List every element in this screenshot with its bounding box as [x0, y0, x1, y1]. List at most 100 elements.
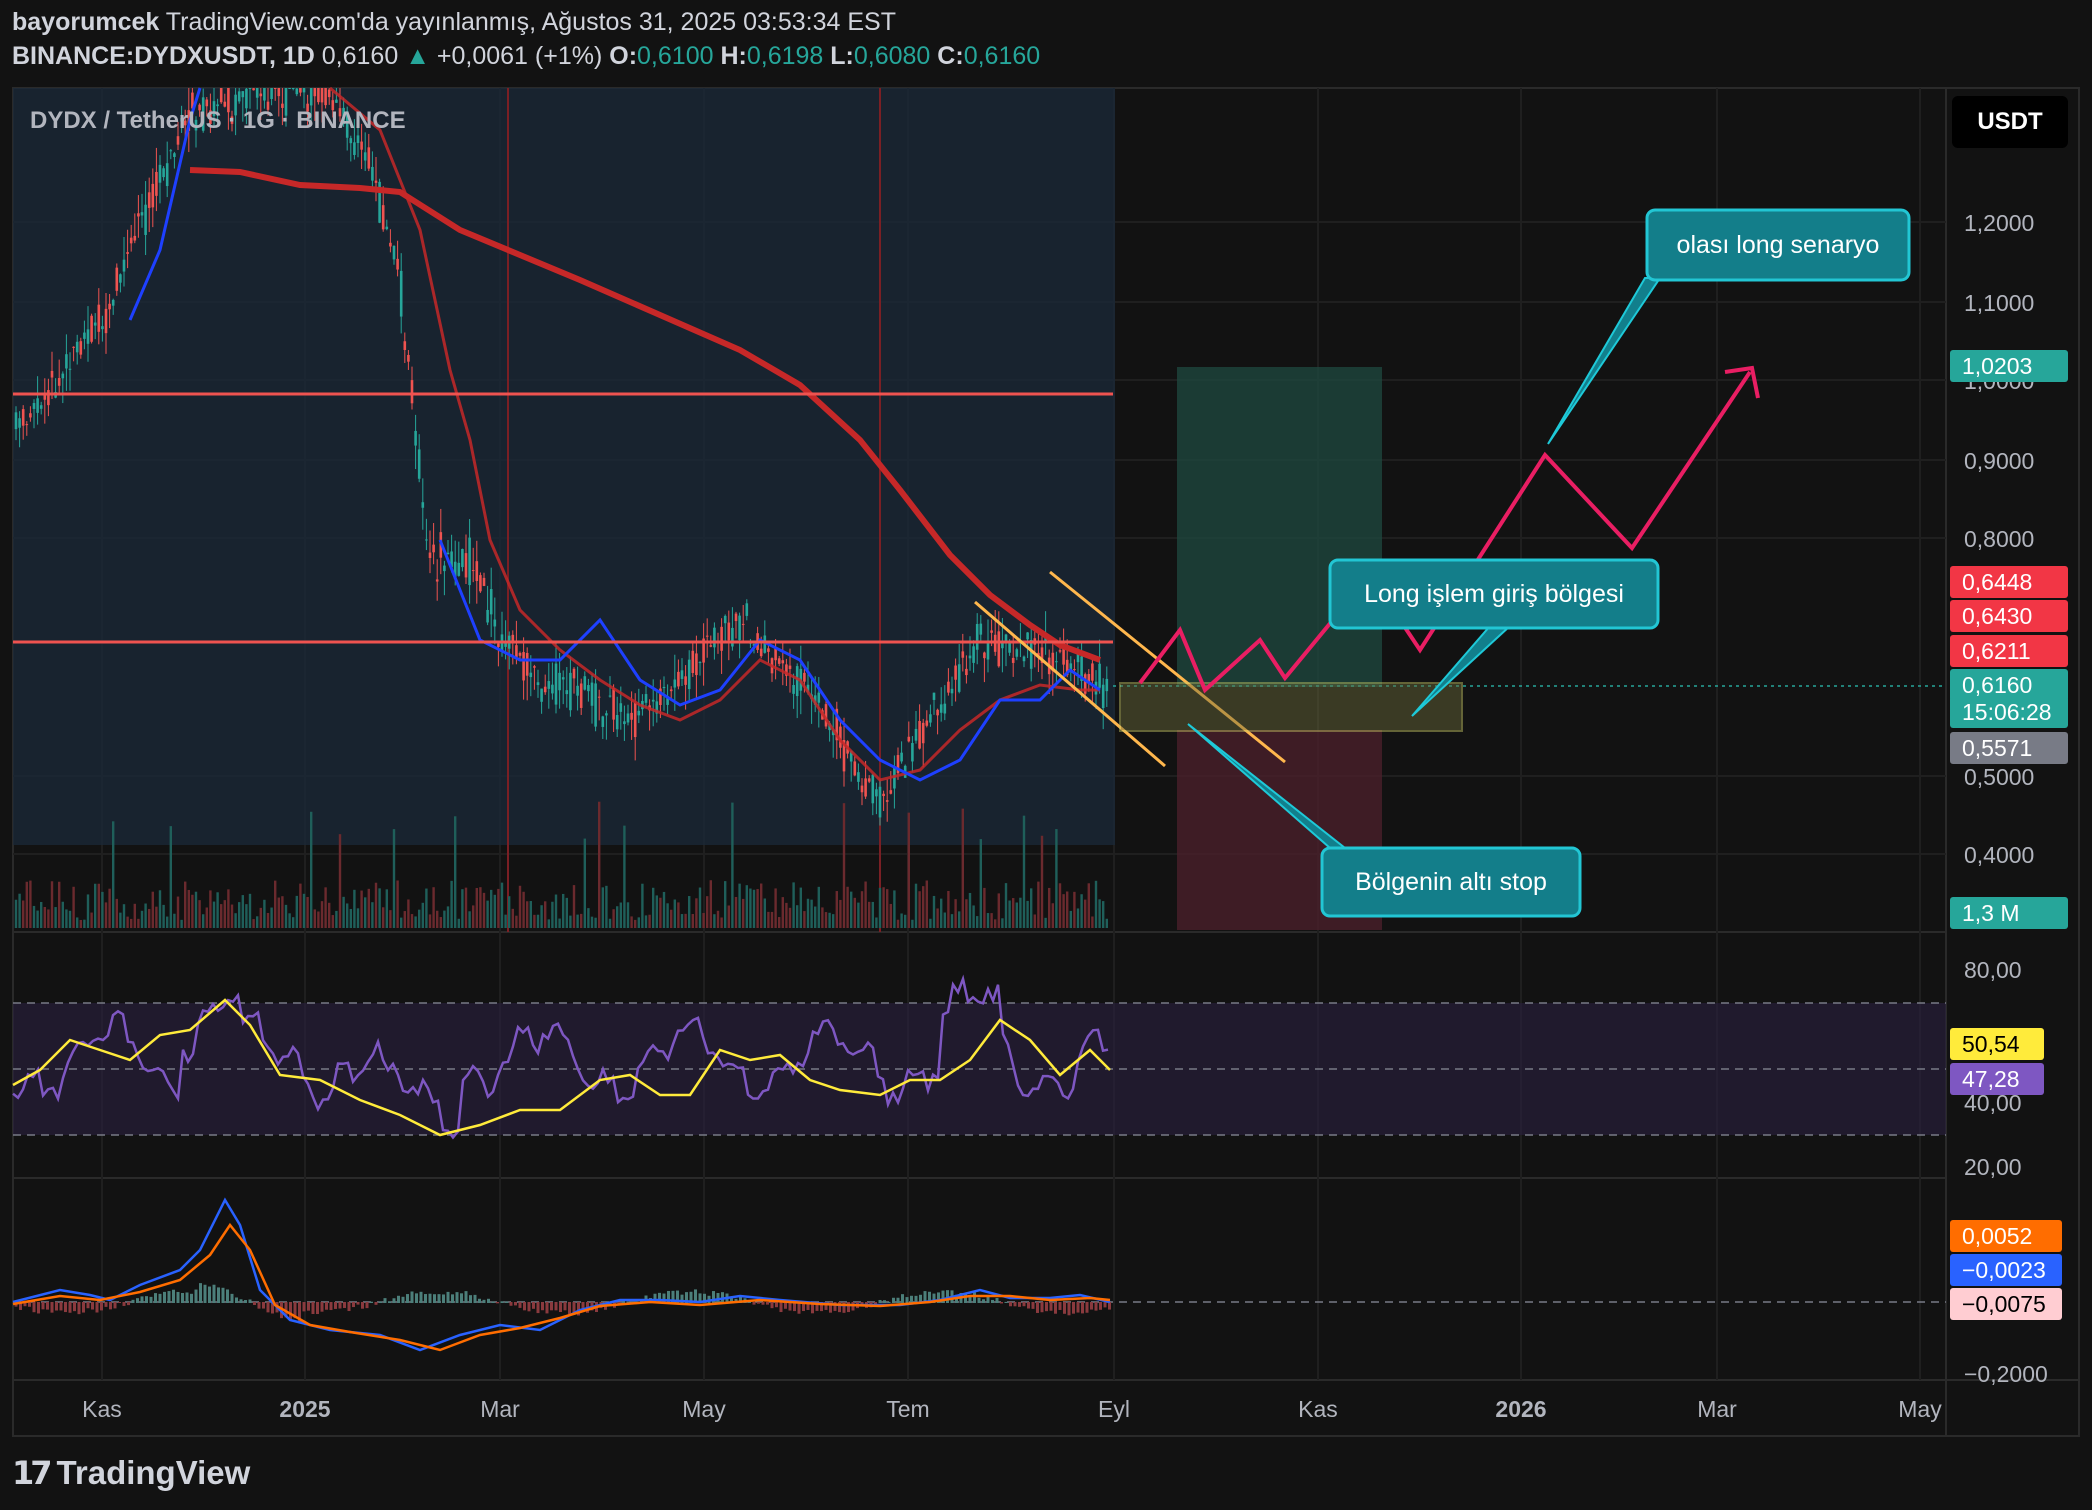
volume-bar: [274, 880, 277, 928]
tradingview-logo[interactable]: 𝟭𝟳 TradingView: [12, 1454, 250, 1492]
candle-body: [281, 103, 284, 108]
volume-bar: [194, 891, 198, 928]
volume-bar: [270, 907, 273, 928]
macd-hist-bar: [563, 1302, 567, 1311]
volume-bar: [140, 910, 144, 928]
candle-body: [817, 692, 821, 703]
candle-body: [979, 623, 983, 635]
volume-bar: [529, 901, 532, 928]
candle-body: [504, 641, 507, 647]
macd-hist-bar: [487, 1298, 490, 1303]
legend-title[interactable]: DYDX / TetherUS · 1G · BINANCE: [30, 107, 406, 134]
candle-body: [29, 413, 32, 418]
candle-body: [633, 702, 637, 738]
macd-hist-bar: [923, 1291, 927, 1303]
candle-body: [360, 141, 363, 150]
volume-bar: [533, 914, 536, 928]
volume-bar: [1048, 887, 1051, 928]
volume-bar: [630, 916, 633, 928]
callout-entry-zone[interactable]: [1328, 558, 1660, 630]
candle-body: [263, 88, 266, 101]
volume-bar: [166, 916, 169, 928]
macd-hist-bar: [361, 1302, 364, 1309]
candle-body: [385, 226, 389, 230]
macd-hist-bar: [581, 1302, 585, 1312]
time-axis-label: 2025: [279, 1396, 330, 1422]
macd-hist-bar: [59, 1302, 63, 1311]
macd-badge-label: −0,0023: [1962, 1257, 2046, 1283]
ma-50-line: [329, 86, 1100, 782]
volume-bar: [832, 914, 835, 928]
volume-bar: [839, 899, 842, 928]
candle-body: [363, 152, 367, 161]
candle-body: [277, 88, 281, 97]
macd-hist-bar: [109, 1302, 112, 1310]
volume-bar: [796, 905, 799, 928]
volume-bar: [22, 900, 25, 928]
candle-body: [965, 668, 968, 676]
symbol-label[interactable]: BINANCE:DYDXUSDT, 1D: [12, 42, 315, 70]
candle-body: [918, 720, 921, 749]
macd-hist-bar: [910, 1295, 913, 1303]
volume-bar: [544, 901, 547, 928]
macd-badge-label: 0,0052: [1962, 1223, 2032, 1249]
callout-long-scenario[interactable]: [1645, 208, 1911, 282]
volume-bar: [637, 917, 640, 928]
volume-bar: [1012, 898, 1015, 928]
volume-bar: [436, 910, 439, 928]
macd-axis[interactable]: −0,2000 0,0052 −0,0023 −0,0075: [1950, 1220, 2062, 1387]
entry-zone-box[interactable]: [1119, 682, 1463, 732]
macd-hist-bar: [626, 1301, 630, 1303]
volume-bar: [583, 838, 586, 928]
candle-body: [338, 108, 342, 117]
price-badge: [1950, 669, 2068, 701]
volume-bar: [536, 914, 540, 928]
wedge-upper-line[interactable]: [1049, 570, 1286, 764]
candle-body: [183, 120, 187, 126]
macd-hist-bar: [973, 1292, 976, 1303]
macd-hist-bar: [892, 1297, 895, 1303]
candle-body: [489, 589, 493, 615]
volume-bar: [400, 917, 403, 928]
volume-bar: [648, 914, 651, 928]
macd-hist-bar: [986, 1296, 990, 1303]
volume-bar: [886, 889, 889, 928]
wedge-lower-line[interactable]: [974, 600, 1166, 768]
candle-body: [522, 652, 525, 681]
macd-hist-bar: [82, 1302, 85, 1313]
volume-bar: [785, 902, 788, 928]
candle-body: [576, 685, 579, 696]
target-zone[interactable]: [1177, 367, 1382, 687]
candle-body: [435, 579, 439, 582]
author-name[interactable]: bayorumcek: [12, 8, 160, 36]
time-axis[interactable]: Kas 2025 Mar May Tem Eyl Kas 2026 Mar May: [82, 1396, 1942, 1422]
candle-body: [954, 665, 957, 680]
volume-bar: [576, 914, 579, 928]
candle-body: [61, 373, 65, 379]
candle-body: [961, 651, 965, 658]
macd-hist-bar: [46, 1302, 49, 1310]
candle-body: [731, 627, 734, 647]
candle-body: [320, 88, 324, 103]
candle-body: [612, 688, 615, 720]
candle-body: [572, 668, 576, 679]
volume-bar: [209, 890, 212, 928]
candle-body: [1062, 641, 1065, 665]
callout-stop[interactable]: [1320, 846, 1582, 918]
volume-bar: [616, 906, 619, 928]
price-badge-label: 1,3 M: [1962, 900, 2020, 926]
candle-body: [317, 88, 320, 103]
volume-bar: [860, 891, 864, 928]
price-axis[interactable]: 1,20001,10001,00000,90000,80000,50000,40…: [1950, 210, 2068, 929]
macd-hist-bar: [977, 1297, 981, 1303]
currency-button[interactable]: USDT: [1952, 96, 2068, 148]
volume-bar: [666, 903, 669, 928]
volume-bar: [155, 906, 158, 928]
candle-body: [295, 88, 299, 95]
candle-body: [1004, 634, 1008, 644]
projected-path[interactable]: [1138, 370, 1752, 694]
time-axis-label: May: [1898, 1396, 1942, 1422]
macd-hist-bar: [239, 1299, 243, 1303]
